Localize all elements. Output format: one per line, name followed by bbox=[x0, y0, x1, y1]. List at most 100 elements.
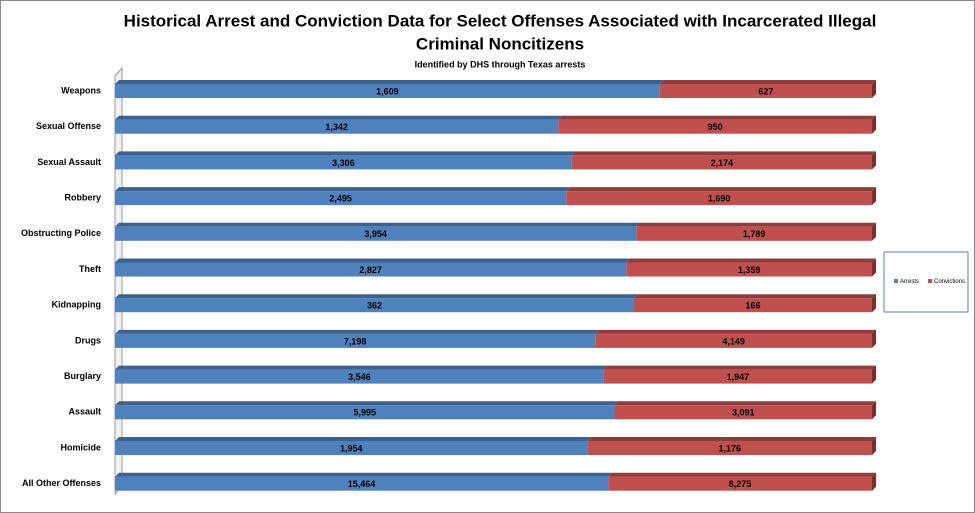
bar-segment bbox=[603, 369, 872, 384]
bar-top bbox=[595, 329, 876, 334]
value-label: 2,174 bbox=[711, 158, 734, 168]
bar-top bbox=[115, 401, 619, 406]
y-tick-label: Theft bbox=[79, 264, 101, 274]
y-tick-label: Kidnapping bbox=[52, 300, 102, 310]
bar-segment bbox=[115, 405, 615, 420]
value-label: 3,546 bbox=[348, 372, 371, 382]
legend-label: Convictions bbox=[934, 279, 965, 285]
bar-segment bbox=[115, 333, 596, 348]
chart-title: Criminal Noncitizens bbox=[416, 34, 584, 53]
value-label: 8,275 bbox=[729, 479, 752, 489]
bar-side bbox=[872, 187, 876, 206]
y-tick-label: Assault bbox=[68, 407, 101, 417]
y-tick-label: Robbery bbox=[64, 192, 101, 202]
bar-top bbox=[115, 187, 571, 192]
bar-segment bbox=[636, 226, 872, 241]
bar-segment bbox=[115, 226, 637, 241]
bar-segment bbox=[115, 369, 604, 384]
value-label: 1,947 bbox=[727, 372, 750, 382]
bar-side bbox=[872, 222, 876, 241]
bar-side bbox=[872, 151, 876, 170]
bar-top bbox=[115, 437, 592, 441]
bar-segment bbox=[558, 119, 872, 134]
bar-top bbox=[571, 151, 876, 156]
bar-segment bbox=[115, 119, 559, 134]
y-tick-label: Weapons bbox=[61, 85, 101, 95]
value-label: 3,091 bbox=[732, 408, 755, 418]
bar-segment bbox=[115, 262, 627, 277]
legend-label: Arrests bbox=[900, 279, 919, 285]
bar-top bbox=[614, 401, 876, 406]
value-label: 15,464 bbox=[348, 479, 376, 489]
bar-side bbox=[872, 80, 876, 98]
bar-segment bbox=[587, 441, 872, 455]
bar-top bbox=[587, 437, 876, 441]
value-label: 7,198 bbox=[344, 336, 367, 346]
chart-subtitle: Identified by DHS through Texas arrests bbox=[415, 59, 586, 69]
bar-side bbox=[872, 437, 876, 455]
value-label: 3,306 bbox=[332, 158, 355, 168]
bar-segment bbox=[659, 84, 872, 98]
value-label: 2,495 bbox=[329, 193, 352, 203]
bar-segment bbox=[566, 191, 872, 206]
chart-title: Historical Arrest and Conviction Data fo… bbox=[124, 11, 877, 30]
bar-segment bbox=[634, 298, 872, 313]
y-tick-label: Burglary bbox=[64, 371, 101, 381]
value-label: 3,954 bbox=[364, 229, 387, 239]
bar-segment bbox=[608, 476, 872, 491]
bar-top bbox=[566, 187, 876, 192]
bar-side bbox=[872, 115, 876, 134]
bar-top bbox=[634, 294, 876, 299]
bar-segment bbox=[614, 405, 872, 420]
bar-top bbox=[115, 222, 641, 227]
bar-top bbox=[115, 294, 639, 299]
bar-side bbox=[872, 329, 876, 348]
value-label: 166 bbox=[745, 301, 760, 311]
bar-top bbox=[626, 258, 876, 263]
y-tick-label: Obstructing Police bbox=[21, 228, 101, 238]
bar-side bbox=[872, 294, 876, 313]
bar-top bbox=[636, 222, 876, 227]
bar-segment bbox=[115, 298, 635, 313]
bar-top bbox=[115, 329, 600, 334]
value-label: 5,995 bbox=[353, 408, 376, 418]
bar-side bbox=[872, 472, 876, 491]
bar-segment bbox=[115, 84, 660, 98]
value-label: 2,827 bbox=[359, 265, 382, 275]
bar-segment bbox=[595, 333, 872, 348]
bar-segment bbox=[115, 476, 609, 491]
bar-top bbox=[115, 151, 576, 156]
bar-side bbox=[872, 258, 876, 277]
value-label: 1,789 bbox=[743, 229, 766, 239]
legend-swatch bbox=[928, 279, 932, 283]
bar-segment bbox=[115, 155, 572, 170]
y-tick-label: Homicide bbox=[60, 442, 101, 452]
value-label: 1,690 bbox=[708, 193, 731, 203]
bar-segment bbox=[115, 441, 588, 455]
value-label: 1,342 bbox=[325, 122, 348, 132]
bar-top bbox=[558, 115, 876, 120]
value-label: 1,954 bbox=[340, 443, 363, 453]
value-label: 1,609 bbox=[376, 86, 399, 96]
bar-segment bbox=[626, 262, 872, 277]
value-label: 362 bbox=[367, 301, 382, 311]
bar-top bbox=[115, 472, 613, 477]
bar-side bbox=[872, 365, 876, 384]
bar-top bbox=[115, 365, 608, 370]
legend-swatch bbox=[894, 279, 898, 283]
bar-top bbox=[603, 365, 876, 370]
bar-segment bbox=[115, 191, 567, 206]
y-tick-label: Sexual Assault bbox=[37, 157, 101, 167]
y-tick-label: Sexual Offense bbox=[36, 121, 101, 131]
bar-top bbox=[115, 80, 664, 84]
value-label: 627 bbox=[758, 86, 773, 96]
value-label: 1,359 bbox=[738, 265, 761, 275]
bar-side bbox=[872, 401, 876, 420]
bar-segment bbox=[571, 155, 872, 170]
bar-top bbox=[115, 115, 563, 120]
bar-top bbox=[115, 258, 631, 263]
value-label: 950 bbox=[708, 122, 723, 132]
